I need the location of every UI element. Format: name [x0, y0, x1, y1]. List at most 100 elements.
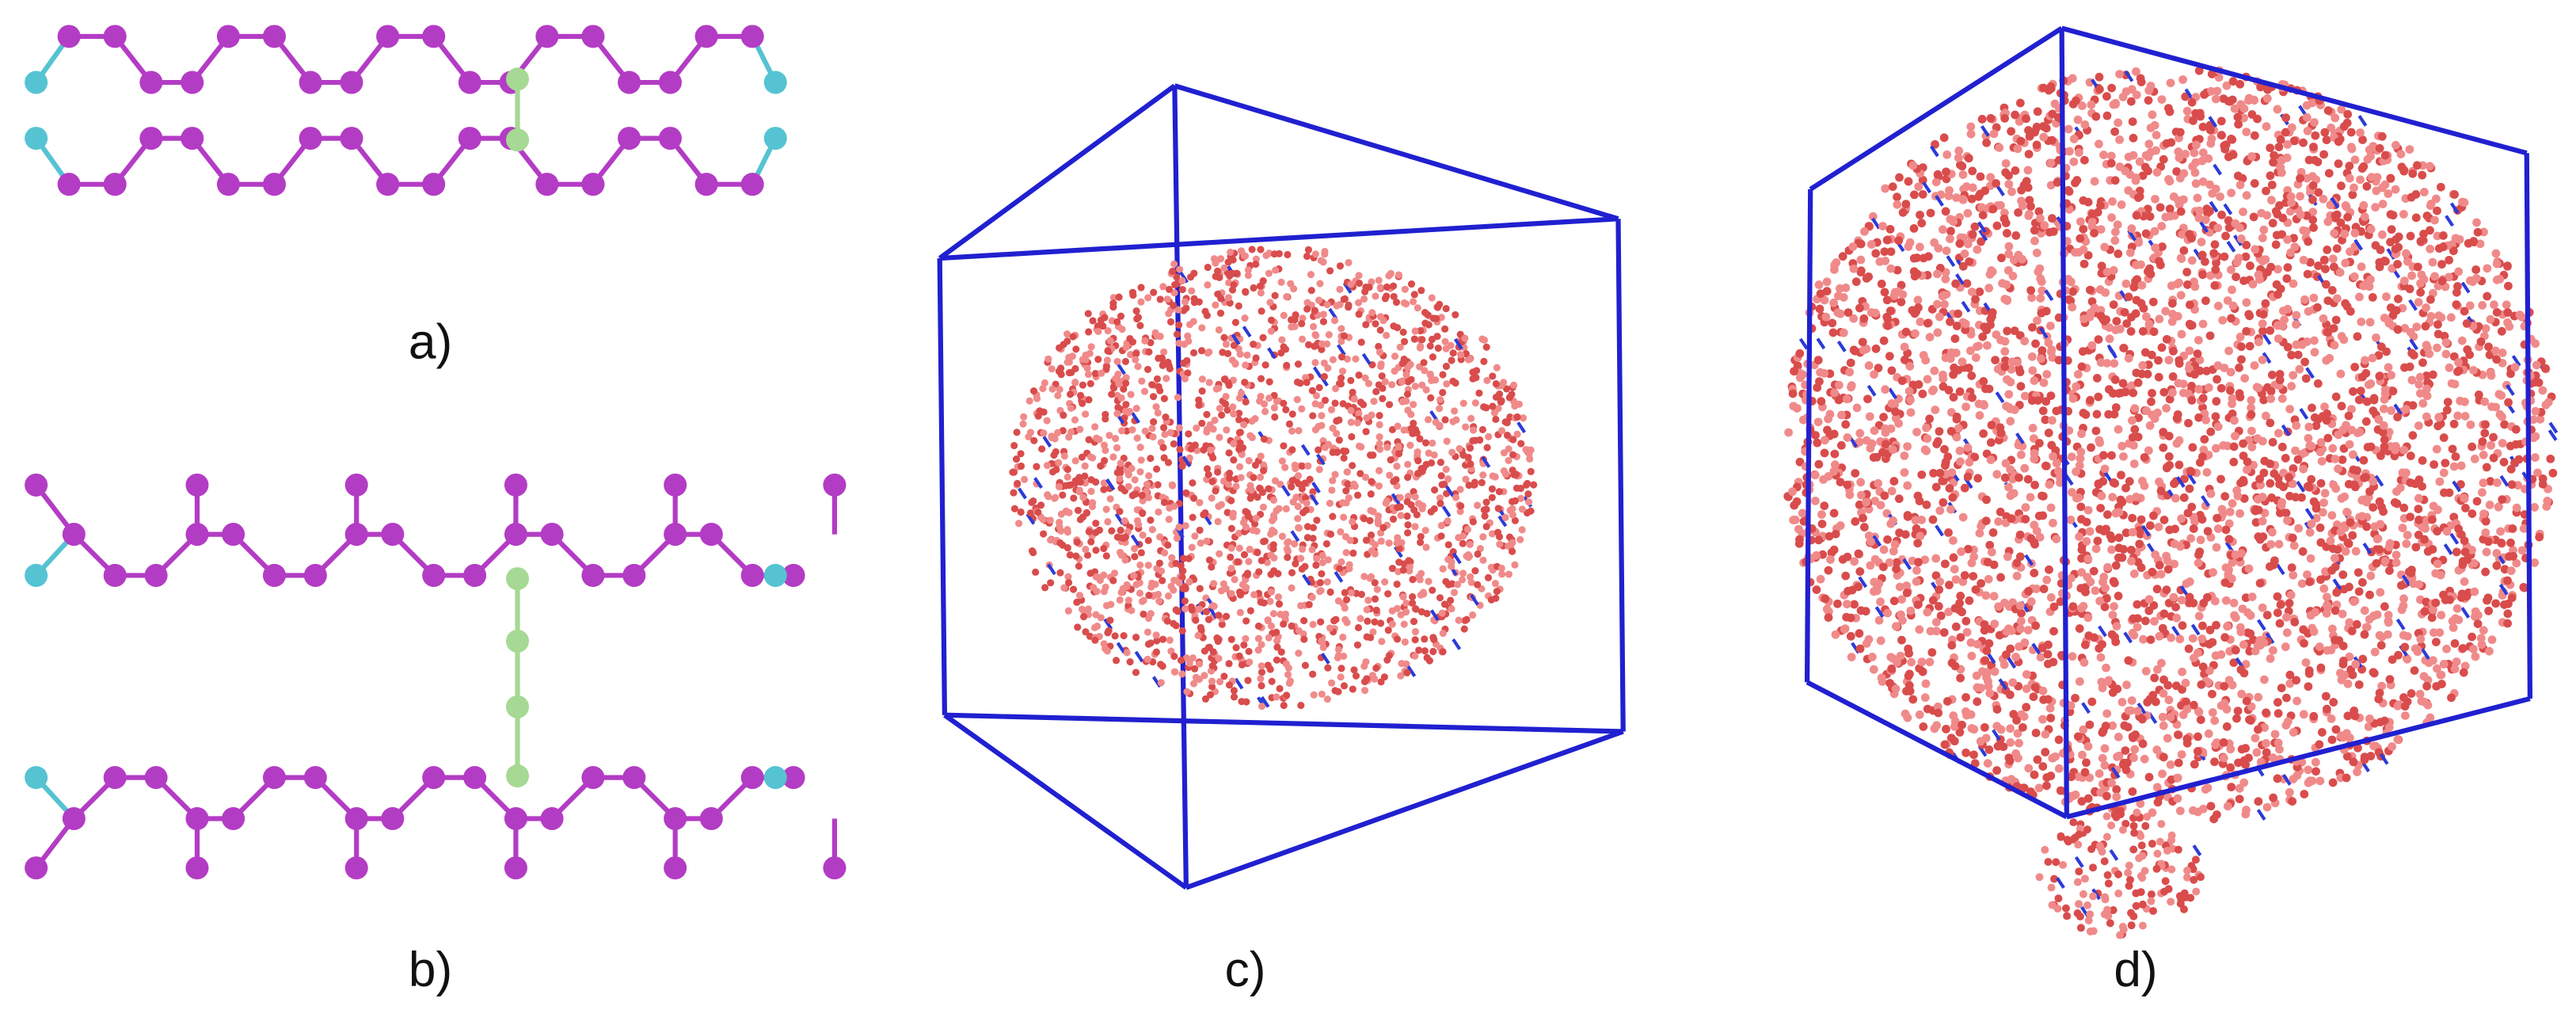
atom-cloud — [2342, 118, 2352, 128]
bond-blue — [2460, 607, 2471, 619]
atom-cloud — [1337, 325, 1345, 333]
atom-cloud — [1372, 292, 1379, 300]
atom-cloud — [2277, 684, 2286, 692]
atom-cloud — [2268, 437, 2277, 447]
atom-cloud — [1082, 546, 1090, 554]
atom-cloud — [1267, 588, 1276, 596]
atom-cloud — [1299, 509, 1307, 516]
atom-cloud — [1393, 539, 1401, 547]
atom-cloud — [1176, 445, 1184, 453]
atom-cloud — [1067, 404, 1075, 412]
atom-cloud — [1402, 599, 1410, 608]
atom-cloud — [1322, 539, 1330, 548]
atom — [581, 173, 605, 196]
atom — [57, 173, 81, 196]
atom-cloud — [2135, 539, 2144, 549]
atom-cloud — [2003, 326, 2012, 336]
atom — [763, 766, 787, 790]
atom — [622, 766, 646, 790]
atom-cloud — [1178, 627, 1186, 634]
bond-blue — [1816, 337, 1826, 350]
atom-cloud — [2323, 296, 2333, 306]
atom-cloud — [2242, 191, 2251, 200]
atom — [25, 766, 48, 790]
atom-cloud — [1304, 462, 1312, 470]
atom-cloud — [1363, 413, 1371, 422]
atom-cloud — [2319, 150, 2329, 159]
atom-cloud — [2126, 326, 2136, 336]
atom-cloud — [2095, 139, 2103, 149]
atom — [504, 856, 527, 880]
simulation-boxes — [937, 25, 2559, 939]
atom-cloud — [1417, 532, 1425, 540]
atom-cloud — [2227, 189, 2236, 197]
atom-cloud — [1174, 394, 1181, 402]
atom-cloud — [1371, 579, 1379, 587]
atom-cloud — [1108, 390, 1116, 398]
atom-cloud — [1220, 264, 1228, 272]
atom-cloud — [2452, 657, 2461, 666]
atom-cloud — [2480, 429, 2490, 438]
atom-cloud — [2421, 322, 2430, 331]
atom-cloud — [1995, 143, 2004, 152]
atom-cloud — [1439, 630, 1447, 638]
atom-cloud — [1933, 328, 1942, 337]
atom-cloud — [2144, 772, 2154, 782]
atom-cloud — [2233, 171, 2243, 181]
atom-cloud — [1054, 391, 1062, 399]
atom-cloud — [1376, 421, 1383, 429]
atom-cloud — [2507, 480, 2517, 490]
atom-cloud — [2446, 313, 2456, 322]
atom-cloud — [1363, 633, 1371, 641]
atom-cloud — [1271, 477, 1280, 485]
atom-cloud — [1100, 479, 1108, 487]
atom-cloud — [1479, 533, 1487, 541]
atom-cloud — [1395, 450, 1403, 458]
atom-cloud — [1828, 318, 1837, 328]
atom-cloud — [1340, 454, 1348, 462]
atom-cloud — [2376, 641, 2386, 650]
atom-cloud — [2357, 317, 2366, 326]
atom-cloud — [1452, 379, 1459, 387]
atom — [504, 473, 527, 497]
atom-cloud — [1252, 354, 1260, 362]
bond-blue — [2443, 543, 2453, 555]
atom-cloud — [2337, 332, 2346, 341]
atom-cloud — [1317, 587, 1325, 595]
atom-cloud — [1137, 284, 1145, 291]
atom-cloud — [2105, 334, 2114, 344]
atom-cloud — [1102, 552, 1110, 560]
atom-cloud — [1376, 440, 1383, 448]
atom-cloud — [1343, 355, 1351, 363]
atom-cloud — [1196, 585, 1204, 592]
atom-cloud — [1051, 494, 1059, 502]
atom-cloud — [1214, 468, 1222, 476]
atom-cloud — [2022, 684, 2031, 693]
atom-cloud — [1879, 336, 1889, 345]
atom-cloud — [1129, 291, 1137, 299]
atom-cloud — [2174, 730, 2182, 740]
atom-cloud — [1949, 553, 1958, 562]
atom-cloud — [2414, 421, 2423, 430]
atom-cloud — [1433, 314, 1440, 322]
atom-cloud — [2351, 660, 2361, 669]
atom-cloud — [1856, 478, 1866, 487]
atom-cloud — [1379, 317, 1387, 325]
atom-cloud — [2338, 570, 2348, 579]
atom — [139, 70, 163, 94]
bond-blue — [1134, 650, 1144, 663]
atom-cloud — [1471, 399, 1479, 407]
atom-cloud — [1318, 638, 1326, 646]
atom-cloud — [2100, 464, 2110, 474]
atom-cloud — [1501, 418, 1509, 426]
atom-cloud — [2119, 344, 2129, 352]
atom-cloud — [1404, 460, 1412, 468]
atom-cloud — [1288, 483, 1296, 491]
atom-cloud — [1039, 384, 1047, 393]
atom-cloud — [1268, 677, 1276, 685]
atom — [25, 70, 48, 94]
atom-cloud — [2313, 303, 2322, 312]
atom-cloud — [1400, 299, 1408, 307]
atom-cloud — [2157, 343, 2167, 352]
atom-cloud — [1362, 428, 1370, 436]
